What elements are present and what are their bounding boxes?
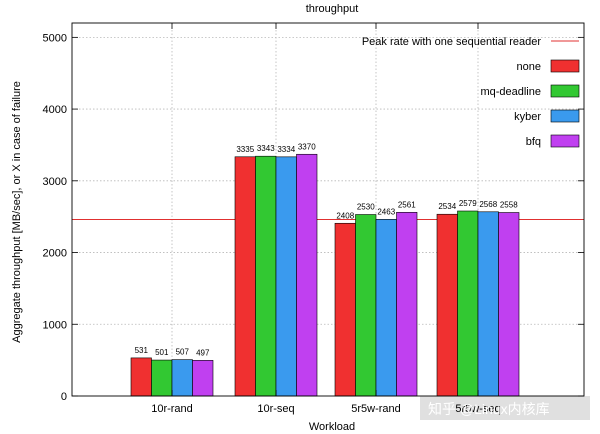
bar-value-label: 2534 <box>438 202 456 211</box>
bar-value-label: 2558 <box>500 201 518 210</box>
watermark: 知乎 @Linux内核库 <box>420 396 590 420</box>
y-tick-label: 0 <box>61 391 67 403</box>
y-tick-label: 1000 <box>43 319 67 331</box>
legend-label-reference: Peak rate with one sequential reader <box>362 36 542 48</box>
y-tick-label: 3000 <box>43 176 67 188</box>
bar <box>296 153 318 397</box>
bar-value-label: 3370 <box>298 142 316 151</box>
bar-value-label: 2568 <box>479 200 497 209</box>
y-tick-label: 2000 <box>43 248 67 260</box>
bar <box>457 210 479 397</box>
legend-swatch-kyber <box>550 109 580 123</box>
x-axis-label: Workload <box>309 421 355 433</box>
legend-swatch-mq-deadline <box>550 84 580 98</box>
bar-value-label: 2463 <box>377 207 395 216</box>
bar <box>334 222 356 397</box>
x-tick-label: 10r-rand <box>151 403 193 415</box>
bar <box>234 156 256 397</box>
bar <box>477 211 499 397</box>
bar <box>436 213 458 397</box>
bar <box>396 211 418 397</box>
bar <box>130 357 152 397</box>
bar <box>498 212 520 397</box>
bar <box>171 359 193 397</box>
y-axis-label: Aggregate throughput [MB/sec], or X in c… <box>11 81 23 343</box>
y-tick-label: 5000 <box>43 32 67 44</box>
bar <box>375 219 397 397</box>
axes: 0 1000 2000 3000 4000 5000 10r-rand 10r-seq 5r5w… <box>43 22 585 415</box>
watermark-text: 知乎 @Linux内核库 <box>428 401 550 417</box>
legend-label-kyber: kyber <box>514 111 541 123</box>
legend-swatch-bfq <box>550 134 580 148</box>
bar-value-label: 507 <box>176 348 190 357</box>
bar <box>355 214 377 397</box>
chart-title: throughput <box>306 3 359 15</box>
bar-value-label: 531 <box>135 346 149 355</box>
plot-frame <box>71 22 585 397</box>
bar-value-label: 2530 <box>357 203 375 212</box>
legend-label-bfq: bfq <box>526 136 541 148</box>
bar-value-label: 2561 <box>398 200 416 209</box>
x-tick-label: 10r-seq <box>257 403 294 415</box>
x-tick-label: 5r5w-seq <box>455 403 500 415</box>
data-labels: 531 501 507 497 3335 3343 3334 3370 240825302463… <box>135 142 519 357</box>
legend: Peak rate with one sequential reader none… <box>362 36 580 148</box>
bar <box>255 155 277 397</box>
bars <box>130 153 520 397</box>
bar-value-label: 3343 <box>257 144 275 153</box>
bar <box>192 360 214 397</box>
bar-value-label: 501 <box>155 348 169 357</box>
legend-swatch-none <box>550 59 580 73</box>
bar-value-label: 2579 <box>459 199 477 208</box>
legend-label-none: none <box>517 61 541 73</box>
legend-label-mq-deadline: mq-deadline <box>480 86 541 98</box>
bar <box>275 156 297 397</box>
y-tick-label: 4000 <box>43 104 67 116</box>
x-tick-label: 5r5w-rand <box>351 403 401 415</box>
bar-value-label: 497 <box>196 348 210 357</box>
bar-value-label: 3334 <box>277 145 295 154</box>
bar-value-label: 3335 <box>236 145 254 154</box>
bar <box>151 359 173 397</box>
bar-value-label: 2408 <box>336 211 354 220</box>
